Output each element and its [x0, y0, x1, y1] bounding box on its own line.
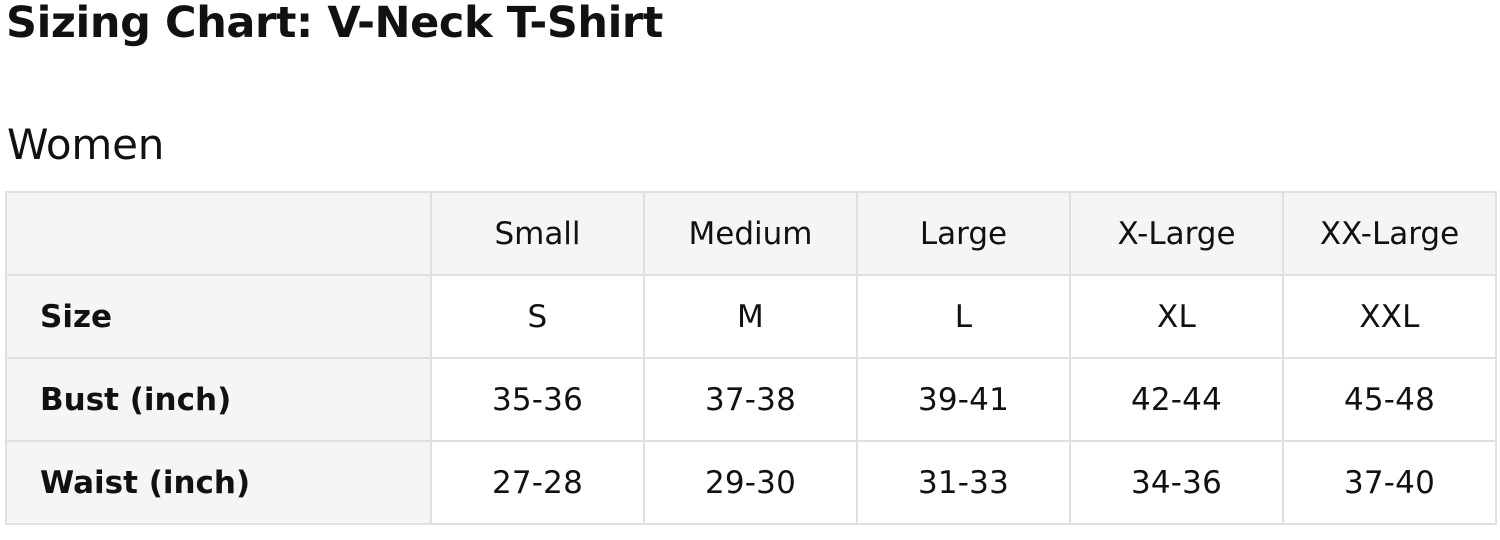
cell-waist-xx-large: 37-40 [1282, 440, 1497, 525]
cell-waist-large: 31-33 [856, 440, 1071, 525]
sizing-table: Small Medium Large X-Large XX-Large Size… [5, 191, 1497, 525]
cell-size-medium: M [643, 274, 858, 359]
table-corner-cell [5, 191, 432, 276]
cell-bust-xx-large: 45-48 [1282, 357, 1497, 442]
cell-bust-large: 39-41 [856, 357, 1071, 442]
column-header-medium: Medium [643, 191, 858, 276]
table-row: Size S M L XL XXL [5, 274, 1497, 359]
table-row: Bust (inch) 35-36 37-38 39-41 42-44 45-4… [5, 357, 1497, 442]
column-header-xx-large: XX-Large [1282, 191, 1497, 276]
row-label-size: Size [5, 274, 432, 359]
column-header-x-large: X-Large [1069, 191, 1284, 276]
cell-size-small: S [430, 274, 645, 359]
sizing-table-container: Small Medium Large X-Large XX-Large Size… [5, 191, 1497, 525]
cell-waist-x-large: 34-36 [1069, 440, 1284, 525]
table-header-row: Small Medium Large X-Large XX-Large [5, 191, 1497, 276]
cell-bust-x-large: 42-44 [1069, 357, 1284, 442]
table-body: Size S M L XL XXL Bust (inch) 35-36 37-3… [5, 274, 1497, 525]
row-label-bust: Bust (inch) [5, 357, 432, 442]
row-label-waist: Waist (inch) [5, 440, 432, 525]
table-header: Small Medium Large X-Large XX-Large [5, 191, 1497, 276]
section-title-women: Women [7, 120, 165, 169]
page-title: Sizing Chart: V-Neck T-Shirt [6, 0, 663, 48]
cell-waist-medium: 29-30 [643, 440, 858, 525]
cell-waist-small: 27-28 [430, 440, 645, 525]
cell-bust-medium: 37-38 [643, 357, 858, 442]
column-header-small: Small [430, 191, 645, 276]
table-row: Waist (inch) 27-28 29-30 31-33 34-36 37-… [5, 440, 1497, 525]
cell-size-x-large: XL [1069, 274, 1284, 359]
cell-size-large: L [856, 274, 1071, 359]
column-header-large: Large [856, 191, 1071, 276]
cell-size-xx-large: XXL [1282, 274, 1497, 359]
cell-bust-small: 35-36 [430, 357, 645, 442]
